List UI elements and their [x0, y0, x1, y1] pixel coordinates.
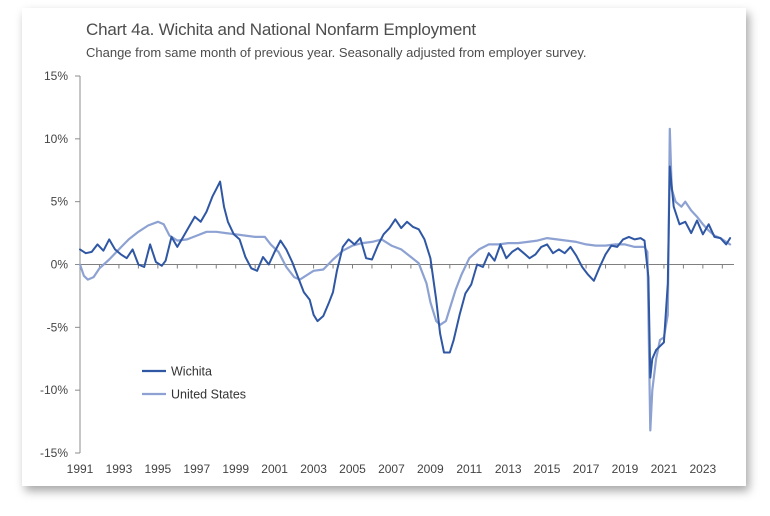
x-tick-label: 2015	[534, 462, 561, 476]
chart-title: Chart 4a. Wichita and National Nonfarm E…	[86, 20, 476, 39]
series-layer	[78, 127, 732, 432]
x-tick-label: 1997	[183, 462, 210, 476]
y-tick-label: -5%	[47, 320, 69, 334]
y-tick-label: 10%	[44, 132, 68, 146]
series-line-wichita	[79, 165, 732, 379]
x-tick-label: 1993	[106, 462, 133, 476]
y-tick-label: 0%	[51, 258, 69, 272]
x-tick-label: 2007	[378, 462, 405, 476]
legend-label: Wichita	[171, 365, 212, 379]
y-tick-label: 5%	[51, 195, 69, 209]
x-tick-label: 2013	[495, 462, 522, 476]
x-tick-label: 2021	[651, 462, 678, 476]
y-tick-label: 15%	[44, 69, 68, 83]
x-tick-label: 1995	[145, 462, 172, 476]
x-tick-label: 2005	[339, 462, 366, 476]
chart-subtitle: Change from same month of previous year.…	[86, 45, 587, 60]
legend: Wichita United States	[142, 365, 246, 402]
y-tick-label: -10%	[40, 383, 68, 397]
y-tick-label: -15%	[40, 446, 68, 460]
y-axis: 15% 10% 5% 0% -5% -10% -15%	[40, 69, 81, 460]
x-tick-label: 1999	[222, 462, 249, 476]
x-tick-label: 2017	[573, 462, 600, 476]
x-tick-label: 2003	[300, 462, 327, 476]
x-axis: 1991 1993 1995 1997 1999 2001 2003 2005 2007 2009…	[67, 264, 734, 476]
legend-label: United States	[171, 388, 246, 402]
x-tick-label: 2023	[690, 462, 717, 476]
x-tick-label: 2019	[612, 462, 639, 476]
x-tick-label: 2001	[261, 462, 288, 476]
x-tick-label: 2009	[417, 462, 444, 476]
x-tick-label: 2011	[456, 462, 482, 476]
x-tick-label: 1991	[67, 462, 94, 476]
series-line-united-states	[78, 127, 732, 432]
chart-card	[22, 8, 746, 486]
